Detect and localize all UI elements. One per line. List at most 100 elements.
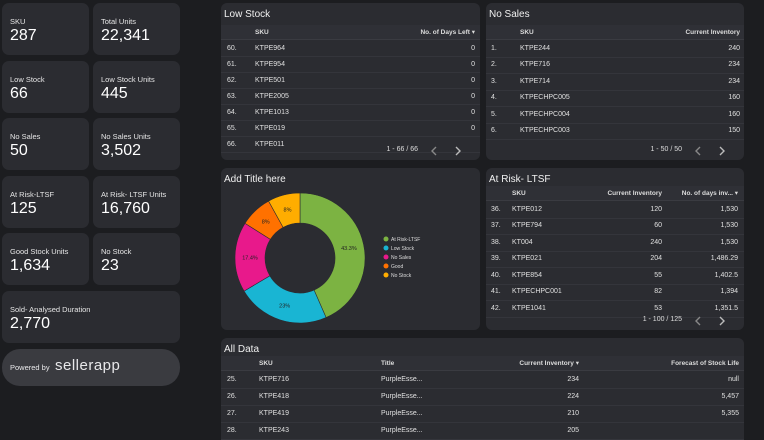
table-cell: 38.	[491, 238, 501, 246]
table-cell: 1,530	[720, 222, 738, 230]
table-row[interactable]: 62. KTPE501 0	[221, 72, 480, 89]
table-cell: PurpleEsse...	[381, 376, 423, 383]
chart-title: Add Title here	[224, 174, 286, 185]
slice-label: 23%	[279, 304, 290, 310]
kpi-value: 445	[101, 85, 128, 102]
table-cell: 160	[728, 110, 740, 118]
table-cell: KTPE243	[259, 427, 289, 434]
table-cell: KTPECHPC003	[520, 127, 570, 135]
kpi-card: Sold- Analysed Duration 2,770	[2, 291, 180, 343]
table-cell: 0	[471, 124, 475, 132]
table-row[interactable]: 64. KTPE1013 0	[221, 104, 480, 121]
table-cell: 82	[654, 288, 662, 296]
table-cell: 2.	[491, 61, 497, 69]
table-row[interactable]: 27. KTPE419 PurpleEsse... 210 5,355	[221, 405, 744, 423]
table-cell: null	[728, 376, 739, 383]
table-cell: 27.	[227, 410, 237, 417]
kpi-label: No Sales Units	[101, 132, 151, 141]
table-row[interactable]: 65. KTPE019 0	[221, 120, 480, 137]
next-page[interactable]	[719, 146, 725, 156]
panel-title: Low Stock	[224, 9, 271, 20]
table-row[interactable]: 66. KTPE011	[221, 136, 480, 153]
column-header: Current Inventory ▾	[519, 360, 579, 367]
panel-title: No Sales	[489, 9, 530, 20]
table-row[interactable]: 60. KTPE964 0	[221, 40, 480, 57]
legend-swatch	[383, 245, 389, 251]
kpi-label: No Sales	[10, 132, 41, 141]
kpi-value: 3,502	[101, 142, 142, 159]
table-cell: 25.	[227, 376, 237, 383]
table-cell: KTPE954	[255, 60, 285, 68]
pager-text: 1 - 100 / 125	[642, 316, 682, 323]
table-row[interactable]: 5. KTPECHPC004 160	[486, 106, 744, 124]
table-cell: 1,394	[720, 288, 738, 296]
table-row[interactable]: 28. KTPE243 PurpleEsse... 205	[221, 422, 744, 440]
kpi-value: 2,770	[10, 315, 51, 332]
table-cell: 205	[567, 427, 579, 434]
table-cell: 1,530	[720, 238, 738, 246]
table-cell: 66.	[227, 140, 237, 148]
table-cell: 60.	[227, 44, 237, 52]
pager-arrows[interactable]	[692, 145, 732, 157]
table-row[interactable]: 4. KTPECHPC005 160	[486, 90, 744, 107]
table-row[interactable]: 3. KTPE714 234	[486, 73, 744, 91]
table-row[interactable]: 38. KT004 240 1,530	[486, 234, 744, 252]
all-data-panel: All Data SKU Title Current Inventory ▾ Forec…	[221, 338, 744, 440]
legend-label: At Risk-LTSF	[391, 237, 420, 243]
table-cell: KTPE418	[259, 393, 289, 400]
table-row[interactable]: 26. KTPE418 PurpleEsse... 224 5,457	[221, 388, 744, 406]
table-cell: 240	[728, 44, 740, 52]
kpi-card: Low Stock Units 445	[93, 61, 180, 113]
kpi-value: 125	[10, 200, 37, 217]
table-row[interactable]: 42. KTPE1041 53 1,351.5	[486, 300, 744, 318]
pager-arrows[interactable]	[428, 145, 468, 157]
kpi-card: At Risk-LTSF 125	[2, 176, 89, 228]
table-cell: KT004	[512, 238, 533, 246]
table-cell: 204	[650, 255, 662, 263]
kpi-card: At Risk- LTSF Units 16,760	[93, 176, 180, 228]
next-page[interactable]	[455, 146, 461, 156]
table-row[interactable]: 1. KTPE244 240	[486, 40, 744, 58]
table-row[interactable]: 41. KTPECHPC001 82 1,394	[486, 284, 744, 301]
prev-page[interactable]	[695, 146, 701, 156]
table-cell: 55	[654, 271, 662, 279]
table-cell: KTPE854	[512, 271, 542, 279]
column-header: Current Inventory	[685, 28, 740, 36]
table-row[interactable]: 63. KTPE2005 0	[221, 88, 480, 105]
table-cell: 1,351.5	[714, 304, 738, 312]
table-row[interactable]: 37. KTPE794 60 1,530	[486, 218, 744, 235]
next-page[interactable]	[719, 316, 725, 326]
kpi-label: Sold- Analysed Duration	[10, 305, 91, 314]
table-row[interactable]: 6. KTPECHPC003 150	[486, 123, 744, 140]
kpi-value: 1,634	[10, 257, 51, 274]
table-cell: 5,355	[721, 410, 739, 417]
table-cell: 42.	[491, 304, 501, 312]
legend-label: Good	[391, 264, 403, 270]
table-row[interactable]: 61. KTPE954 0	[221, 56, 480, 73]
column-header: Title	[381, 359, 395, 367]
table-cell: 26.	[227, 393, 237, 400]
table-cell: KTPE794	[512, 222, 542, 230]
kpi-label: Total Units	[101, 17, 137, 26]
prev-page[interactable]	[431, 146, 437, 156]
table-row[interactable]: 40. KTPE854 55 1,402.5	[486, 267, 744, 285]
kpi-label: At Risk- LTSF Units	[101, 190, 167, 199]
table-cell: 61.	[227, 60, 237, 68]
table-cell: 120	[650, 205, 662, 213]
table-row[interactable]: 36. KTPE012 120 1,530	[486, 201, 744, 219]
table-row[interactable]: 25. KTPE716 PurpleEsse... 234 null	[221, 371, 744, 389]
pager-arrows[interactable]	[692, 315, 732, 327]
kpi-label: Low Stock	[10, 75, 45, 84]
table-cell: 224	[567, 393, 579, 400]
table-row[interactable]: 39. KTPE021 204 1,486.29	[486, 251, 744, 268]
table-cell: KTPE244	[520, 44, 550, 52]
table-cell: KTPE019	[255, 124, 285, 132]
table-row[interactable]: 2. KTPE716 234	[486, 57, 744, 74]
low-stock-panel: Low Stock SKU No. of Days Left ▾ 60. KTPE964…	[221, 3, 480, 160]
pager-text: 1 - 50 / 50	[650, 146, 682, 153]
legend-swatch	[383, 272, 389, 278]
table-cell: PurpleEsse...	[381, 427, 423, 434]
table-cell: 240	[650, 238, 662, 246]
table-cell: KTPE419	[259, 410, 289, 417]
prev-page[interactable]	[695, 316, 701, 326]
